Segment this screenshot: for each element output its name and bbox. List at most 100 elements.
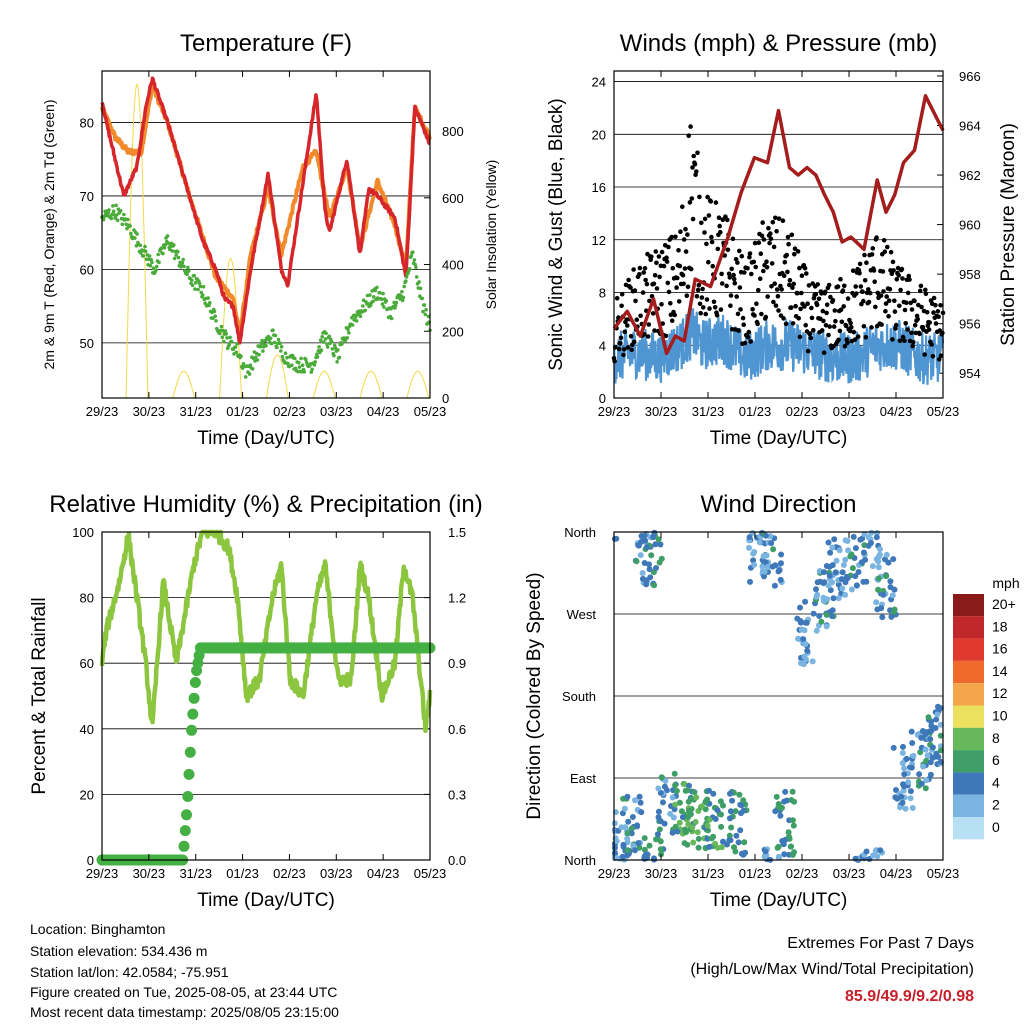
dir-xtick-label: 02/23 bbox=[786, 866, 819, 881]
rh-title: Relative Humidity (%) & Precipitation (i… bbox=[49, 491, 482, 518]
gust-point bbox=[643, 277, 648, 283]
gust-point bbox=[737, 285, 743, 290]
direction-point bbox=[657, 818, 664, 825]
dewpoint-point bbox=[190, 278, 194, 283]
rh-xtick-label: 02/23 bbox=[273, 866, 306, 881]
direction-point bbox=[802, 598, 809, 605]
direction-point bbox=[658, 774, 665, 781]
gust-point bbox=[848, 320, 853, 326]
direction-point bbox=[655, 536, 662, 543]
gust-point bbox=[909, 330, 914, 336]
colorbar-swatch bbox=[953, 727, 984, 751]
dir-ytick-label: North bbox=[564, 853, 596, 868]
direction-point bbox=[718, 844, 725, 851]
direction-point bbox=[641, 835, 648, 842]
gust-point bbox=[687, 200, 693, 205]
gust-point bbox=[669, 318, 675, 324]
direction-point bbox=[937, 743, 944, 750]
gust-point bbox=[715, 246, 721, 252]
wind-ytick-label: 20 bbox=[592, 127, 606, 142]
gust-point bbox=[654, 286, 660, 291]
direction-point bbox=[794, 615, 801, 622]
dewpoint-point bbox=[156, 252, 160, 257]
direction-point bbox=[650, 534, 657, 541]
gust-point bbox=[841, 304, 846, 309]
temp-ytick-label: 60 bbox=[80, 262, 94, 277]
colorbar-swatch bbox=[953, 772, 984, 795]
dewpoint-point bbox=[379, 297, 384, 302]
dewpoint-point bbox=[317, 345, 321, 349]
gust-point bbox=[933, 302, 938, 308]
rh-ytick-right-label: 1.2 bbox=[448, 591, 466, 606]
dewpoint-point bbox=[312, 363, 317, 367]
temp-ytick-label: 70 bbox=[80, 189, 94, 204]
direction-point bbox=[652, 541, 659, 548]
dewpoint-point bbox=[336, 348, 340, 352]
direction-point bbox=[873, 599, 880, 606]
dewpoint-point bbox=[196, 287, 200, 292]
direction-point bbox=[775, 801, 782, 807]
gust-point bbox=[820, 308, 826, 314]
direction-point bbox=[775, 853, 782, 860]
wind-ylabel: Sonic Wind & Gust (Blue, Black) bbox=[546, 98, 567, 370]
dewpoint-point bbox=[389, 316, 394, 321]
gust-point bbox=[823, 289, 828, 295]
direction-point bbox=[654, 831, 661, 838]
direction-point bbox=[788, 797, 795, 803]
dewpoint-point bbox=[149, 257, 153, 262]
dewpoint-point bbox=[227, 342, 232, 347]
dewpoint-point bbox=[380, 302, 385, 306]
gust-point bbox=[656, 254, 662, 259]
gust-point bbox=[881, 238, 887, 243]
gust-point bbox=[735, 311, 741, 317]
gust-point bbox=[704, 241, 709, 247]
gust-point bbox=[691, 153, 696, 159]
dewpoint-point bbox=[109, 216, 114, 221]
gust-point bbox=[891, 268, 896, 273]
gust-point bbox=[773, 215, 778, 221]
direction-point bbox=[761, 573, 768, 580]
dewpoint-point bbox=[257, 352, 261, 357]
wind-ytick-right-label: 958 bbox=[959, 267, 981, 282]
direction-point bbox=[619, 810, 626, 817]
direction-point bbox=[872, 847, 879, 854]
direction-point bbox=[818, 618, 825, 625]
dewpoint-point bbox=[407, 267, 412, 271]
dewpoint-point bbox=[139, 251, 143, 255]
gust-point bbox=[681, 237, 687, 242]
gust-point bbox=[757, 276, 763, 282]
gust-point bbox=[726, 271, 732, 277]
direction-point bbox=[733, 832, 740, 839]
gust-point bbox=[918, 283, 924, 289]
direction-point bbox=[619, 853, 626, 860]
direction-point bbox=[684, 787, 691, 794]
gust-point bbox=[790, 321, 796, 326]
gust-point bbox=[890, 337, 895, 342]
gust-point bbox=[681, 281, 686, 287]
gust-point bbox=[855, 334, 861, 339]
dewpoint-point bbox=[354, 315, 358, 319]
gust-point bbox=[712, 305, 718, 310]
direction-point bbox=[852, 545, 859, 552]
direction-point bbox=[923, 777, 930, 784]
gust-point bbox=[657, 274, 662, 280]
gust-point bbox=[892, 309, 898, 314]
precip-point bbox=[187, 708, 199, 720]
direction-point bbox=[877, 847, 884, 854]
direction-point bbox=[643, 581, 650, 588]
footer-elevation: Station elevation: 534.436 m bbox=[30, 943, 208, 959]
direction-point bbox=[842, 556, 849, 563]
dewpoint-point bbox=[141, 254, 146, 258]
gust-point bbox=[836, 337, 841, 343]
direction-point bbox=[786, 833, 792, 840]
direction-point bbox=[724, 841, 730, 848]
dewpoint-point bbox=[235, 341, 239, 346]
rh-frame bbox=[101, 531, 431, 861]
direction-point bbox=[732, 808, 739, 815]
gust-point bbox=[703, 311, 708, 317]
rh-ytick-right-label: 0.6 bbox=[448, 722, 466, 737]
dir-xtick-label: 05/23 bbox=[927, 866, 960, 881]
dewpoint-point bbox=[300, 363, 305, 368]
gust-point bbox=[792, 251, 797, 257]
dewpoint-point bbox=[176, 255, 181, 260]
